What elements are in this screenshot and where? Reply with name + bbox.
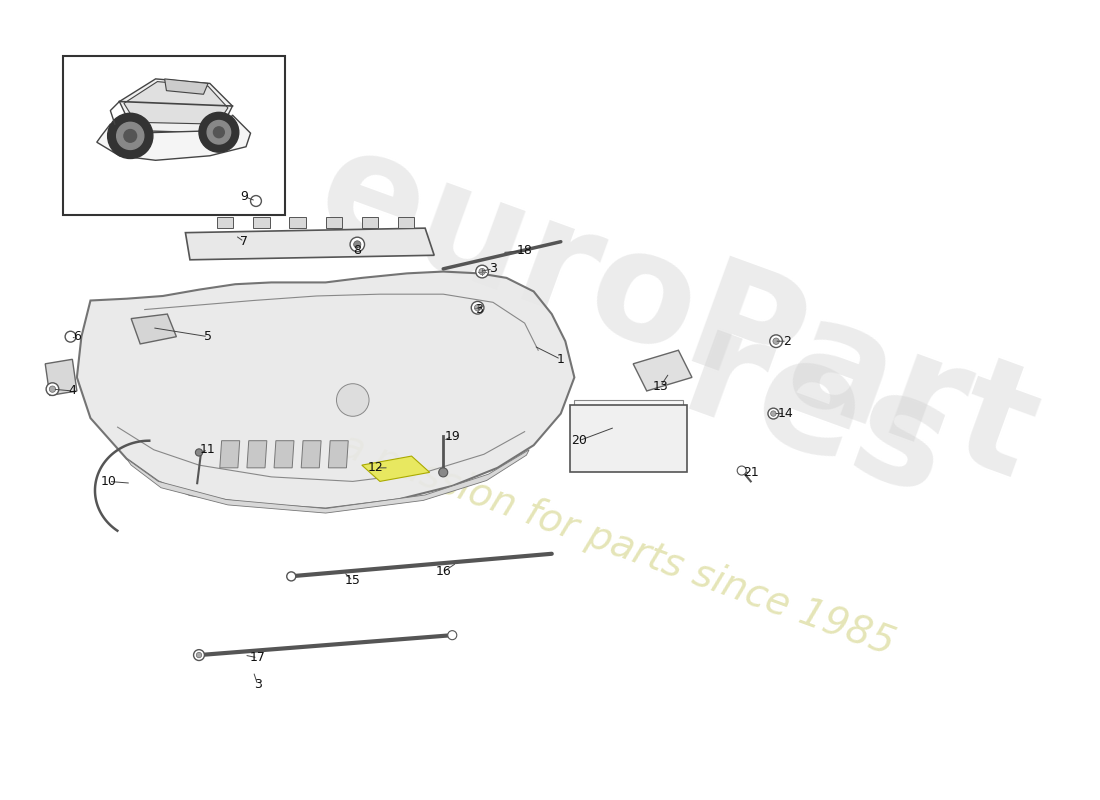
Bar <box>64 56 285 214</box>
Polygon shape <box>362 456 430 482</box>
Polygon shape <box>126 450 529 513</box>
Polygon shape <box>362 218 378 228</box>
Polygon shape <box>45 359 77 395</box>
Circle shape <box>124 130 136 142</box>
Text: 20: 20 <box>571 434 586 447</box>
Circle shape <box>207 121 231 144</box>
Polygon shape <box>398 218 415 228</box>
Text: 18: 18 <box>517 244 532 258</box>
Circle shape <box>448 630 456 640</box>
Polygon shape <box>165 79 208 94</box>
Text: 3: 3 <box>475 303 483 316</box>
Circle shape <box>773 338 779 344</box>
Circle shape <box>771 411 777 416</box>
Polygon shape <box>301 441 321 468</box>
Polygon shape <box>246 441 267 468</box>
Polygon shape <box>274 441 294 468</box>
Polygon shape <box>186 228 434 260</box>
Polygon shape <box>124 82 228 124</box>
Text: 8: 8 <box>353 244 361 258</box>
Circle shape <box>50 386 56 392</box>
Text: 21: 21 <box>742 466 759 479</box>
Polygon shape <box>289 218 306 228</box>
Circle shape <box>770 335 782 347</box>
Circle shape <box>478 268 485 274</box>
Text: 6: 6 <box>73 330 80 343</box>
Polygon shape <box>217 218 233 228</box>
Text: 19: 19 <box>444 430 460 442</box>
Polygon shape <box>634 350 692 391</box>
Circle shape <box>287 572 296 581</box>
Text: 2: 2 <box>783 334 791 348</box>
Circle shape <box>117 122 144 150</box>
Text: 9: 9 <box>240 190 249 203</box>
Circle shape <box>768 408 779 419</box>
Circle shape <box>213 127 224 138</box>
Circle shape <box>737 466 746 475</box>
Circle shape <box>199 112 239 152</box>
Polygon shape <box>253 218 270 228</box>
Polygon shape <box>326 218 342 228</box>
Circle shape <box>196 652 201 658</box>
Text: 5: 5 <box>204 330 212 343</box>
Circle shape <box>65 331 76 342</box>
Polygon shape <box>120 79 232 133</box>
Text: 7: 7 <box>240 235 249 248</box>
Text: 11: 11 <box>200 443 216 456</box>
Text: 3: 3 <box>254 678 262 691</box>
Text: euroPart: euroPart <box>298 114 1055 512</box>
Polygon shape <box>97 115 251 160</box>
Polygon shape <box>77 271 574 509</box>
Polygon shape <box>220 441 240 468</box>
Circle shape <box>354 241 361 248</box>
Circle shape <box>474 305 481 311</box>
Text: res: res <box>663 298 968 530</box>
Text: 13: 13 <box>652 380 668 393</box>
Polygon shape <box>131 314 176 344</box>
Circle shape <box>439 468 448 477</box>
Circle shape <box>471 302 484 314</box>
Circle shape <box>350 237 364 252</box>
Circle shape <box>108 114 153 158</box>
Text: 1: 1 <box>557 353 564 366</box>
Text: a passion for parts since 1985: a passion for parts since 1985 <box>334 426 899 663</box>
Circle shape <box>46 383 58 395</box>
Text: 4: 4 <box>68 385 76 398</box>
Circle shape <box>476 266 488 278</box>
Text: 16: 16 <box>436 566 451 578</box>
Bar <box>574 400 683 463</box>
Polygon shape <box>328 441 349 468</box>
Bar <box>570 405 688 472</box>
Text: 15: 15 <box>344 574 361 587</box>
Text: 12: 12 <box>367 462 383 474</box>
Text: 14: 14 <box>778 407 793 420</box>
Text: 17: 17 <box>250 651 266 664</box>
Circle shape <box>196 449 202 456</box>
Circle shape <box>194 650 205 661</box>
Text: 10: 10 <box>100 475 117 488</box>
Circle shape <box>251 195 262 206</box>
Text: 3: 3 <box>490 262 497 275</box>
Circle shape <box>337 384 368 416</box>
